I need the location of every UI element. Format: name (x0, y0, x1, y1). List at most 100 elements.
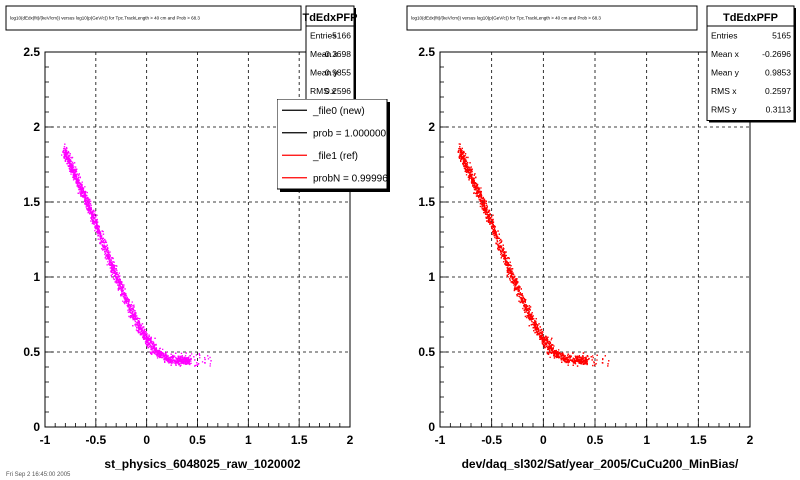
scatter-point (170, 364, 172, 366)
scatter-point (111, 263, 113, 265)
scatter-point (545, 343, 547, 345)
scatter-point (476, 191, 478, 194)
scatter-point (94, 227, 97, 229)
scatter-point (573, 359, 576, 362)
scatter-point (513, 284, 515, 286)
scatter-point (130, 315, 132, 317)
scatter-point (516, 282, 518, 284)
scatter-point (457, 150, 459, 153)
scatter-point (560, 354, 563, 356)
scatter-point (123, 301, 125, 304)
scatter-point (470, 173, 473, 176)
scatter-point (109, 260, 111, 262)
scatter-point (89, 210, 91, 212)
scatter-point (139, 332, 141, 334)
scatter-point (558, 355, 560, 358)
scatter-point (147, 336, 150, 338)
scatter-point (96, 220, 98, 223)
scatter-point (108, 263, 110, 265)
scatter-point (181, 361, 183, 363)
scatter-point (181, 355, 183, 357)
scatter-point (74, 170, 76, 172)
scatter-point (99, 242, 101, 244)
scatter-point (522, 297, 524, 299)
scatter-point (533, 323, 536, 325)
scatter-point (471, 176, 473, 178)
scatter-point (123, 292, 125, 294)
scatter-point (497, 244, 499, 246)
scatter-point (150, 345, 153, 347)
scatter-point (165, 353, 167, 355)
scatter-point (560, 358, 562, 360)
scatter-point (555, 352, 557, 354)
scatter-point (473, 186, 475, 189)
scatter-point (580, 362, 582, 365)
scatter-point (74, 175, 76, 177)
scatter-point (125, 298, 127, 300)
scatter-point (84, 200, 86, 202)
scatter-point (155, 351, 158, 353)
scatter-point (132, 311, 134, 313)
scatter-point (519, 297, 521, 299)
scatter-point (177, 363, 179, 365)
scatter-point (92, 219, 94, 221)
scatter-point (505, 262, 507, 264)
scatter-point (209, 365, 211, 367)
scatter-point (131, 314, 133, 317)
scatter-point (485, 202, 487, 205)
scatter-point (128, 299, 130, 301)
scatter-point (101, 248, 103, 250)
scatter-point (498, 245, 500, 247)
scatter-point (459, 153, 461, 156)
scatter-point (106, 249, 108, 251)
stats-row-label: RMS x (310, 86, 336, 96)
scatter-point (110, 274, 112, 277)
scatter-point (129, 308, 131, 311)
scatter-point (483, 206, 486, 209)
scatter-point (557, 351, 559, 353)
scatter-point (82, 192, 84, 194)
scatter-point (522, 296, 525, 299)
scatter-point (125, 293, 127, 295)
scatter-point (104, 248, 106, 250)
scatter-point (146, 344, 148, 346)
scatter-point (540, 337, 542, 339)
scatter-point (109, 254, 111, 257)
scatter-point (117, 289, 119, 291)
scatter-point (127, 304, 129, 307)
scatter-point (83, 197, 86, 199)
scatter-point (179, 356, 181, 358)
scatter-point (530, 324, 532, 326)
scatter-point (65, 154, 67, 156)
scatter-point (94, 230, 96, 232)
scatter-point (146, 341, 148, 344)
scatter-point (487, 219, 490, 221)
scatter-point (84, 201, 87, 203)
scatter-point (528, 325, 530, 327)
scatter-point (108, 257, 110, 259)
scatter-point (74, 172, 76, 175)
scatter-point (485, 200, 487, 202)
scatter-point (71, 163, 73, 165)
scatter-point (187, 357, 189, 359)
scatter-point (466, 165, 468, 167)
scatter-point (127, 311, 130, 313)
scatter-point (464, 154, 466, 157)
scatter-point (88, 210, 90, 212)
scatter-point (119, 282, 121, 284)
scatter-point (524, 311, 526, 313)
scatter-point (84, 193, 86, 195)
scatter-point (509, 275, 512, 277)
legend-label: _file0 (new) (312, 106, 365, 117)
scatter-point (144, 337, 147, 340)
scatter-point (87, 205, 89, 207)
scatter-point (469, 172, 471, 174)
chart-title: log10(dEdx(fit)/(keV/cm)) versus log10(p… (10, 16, 200, 21)
scatter-point (134, 319, 136, 321)
scatter-point (474, 173, 476, 175)
scatter-point (163, 356, 165, 358)
scatter-point (68, 167, 71, 170)
scatter-point (71, 167, 74, 169)
scatter-point (516, 287, 518, 289)
scatter-point (164, 360, 166, 363)
